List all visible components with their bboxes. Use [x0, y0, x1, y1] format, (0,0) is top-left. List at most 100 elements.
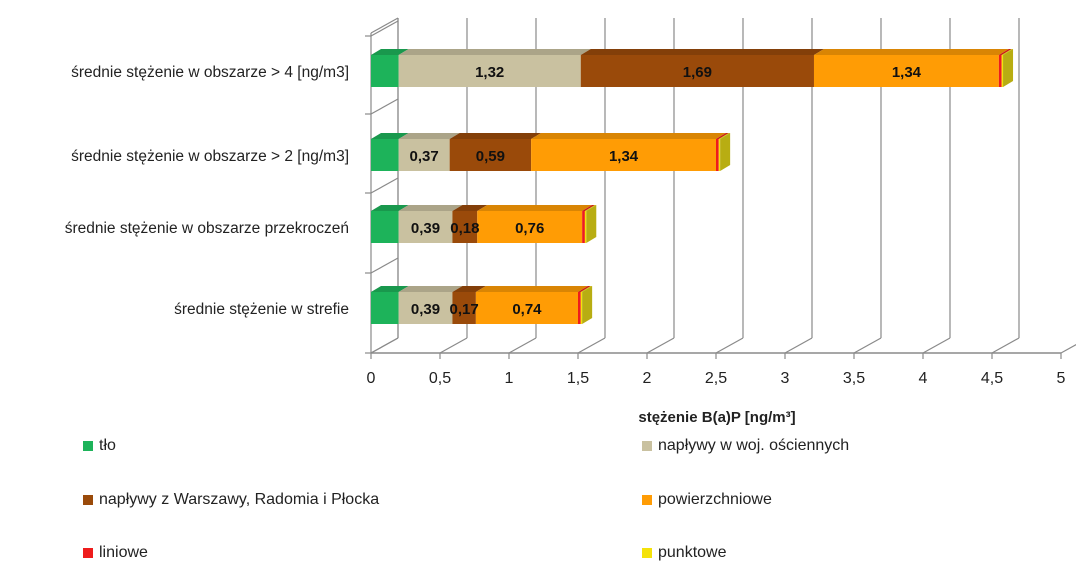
bar-segment-0-2 — [580, 55, 814, 87]
x-tick-label-0: 0 — [367, 370, 376, 387]
data-label-1-3: 1,34 — [609, 148, 639, 165]
bar-end-face-2 — [586, 205, 597, 243]
bar-segment-3-1 — [398, 292, 453, 324]
bar-segment-0-3 — [813, 55, 999, 87]
bar-top-0-5 — [1001, 49, 1014, 55]
bar-top-1-0 — [371, 133, 409, 139]
x-tick-label-9: 4,5 — [981, 370, 1003, 387]
data-label-0-3: 1,34 — [892, 64, 922, 81]
floor-line-2 — [508, 337, 537, 354]
bar-top-0-2 — [580, 49, 824, 55]
bar-segment-1-5 — [718, 139, 721, 171]
side-divider-4 — [370, 337, 399, 354]
bar-top-3-5 — [580, 286, 593, 292]
bar-top-2-1 — [398, 205, 463, 211]
data-label-0-2: 1,69 — [683, 64, 712, 81]
data-label-3-2: 0,17 — [450, 301, 479, 318]
bar-segment-3-4 — [578, 292, 581, 324]
bar-segment-1-2 — [449, 139, 532, 171]
axis-layer: 0 0,5 1 1,5 2 2,5 3 3,5 4 4,5 5 — [365, 35, 1066, 387]
bar-top-3-4 — [578, 286, 591, 292]
x-tick-label-8: 4 — [919, 370, 928, 387]
bar-segment-0-4 — [998, 55, 1002, 87]
bar-segment-3-2 — [452, 292, 476, 324]
bar-top-3-0 — [371, 286, 409, 292]
category-label-0: średnie stężenie w obszarze > 4 [ng/m3] — [71, 64, 349, 81]
x-tick-label-1: 0,5 — [429, 370, 451, 387]
bar-top-0-0 — [371, 49, 409, 55]
floor-line-9 — [991, 337, 1020, 354]
side-divider-1 — [370, 98, 399, 115]
floor-line-5 — [715, 337, 744, 354]
bar-segment-2-4 — [582, 211, 585, 243]
bar-segment-2-0 — [371, 211, 399, 243]
floor-line-10 — [1060, 343, 1076, 354]
x-tick-label-3: 1,5 — [567, 370, 589, 387]
bar-end-face-0 — [1003, 49, 1014, 87]
bar-top-0-1 — [398, 49, 591, 55]
data-label-1-2: 0,59 — [476, 148, 505, 165]
bar-top-2-2 — [452, 205, 488, 211]
x-tick-label-2: 1 — [505, 370, 514, 387]
x-tick-label-7: 3,5 — [843, 370, 865, 387]
bar-top-1-5 — [718, 133, 731, 139]
bars-layer — [371, 49, 1014, 324]
category-label-2: średnie stężenie w obszarze przekroczeń — [65, 220, 349, 237]
side-divider-0 — [370, 20, 399, 37]
bar-top-1-1 — [398, 133, 460, 139]
category-label-1: średnie stężenie w obszarze > 2 [ng/m3] — [71, 148, 349, 165]
side-divider-3 — [370, 257, 399, 274]
bar-top-3-3 — [475, 286, 588, 292]
bar-segment-2-1 — [398, 211, 453, 243]
bar-top-2-3 — [477, 205, 593, 211]
x-tick-label-6: 3 — [781, 370, 790, 387]
floor-line-1 — [439, 337, 468, 354]
bar-segment-3-5 — [580, 292, 583, 324]
data-label-2-1: 0,39 — [411, 220, 440, 237]
side-divider-2 — [370, 177, 399, 194]
bar-segment-0-0 — [371, 55, 399, 87]
data-label-3-1: 0,39 — [411, 301, 440, 318]
bar-top-2-4 — [582, 205, 595, 211]
bar-segment-2-5 — [584, 211, 587, 243]
x-tick-label-5: 2,5 — [705, 370, 727, 387]
data-label-1-1: 0,37 — [410, 148, 439, 165]
bar-segment-0-5 — [1001, 55, 1004, 87]
bar-top-1-2 — [449, 133, 542, 139]
data-label-0-1: 1,32 — [475, 64, 504, 81]
bar-segment-3-0 — [371, 292, 399, 324]
category-label-3: średnie stężenie w strefie — [174, 301, 349, 318]
x-tick-label-4: 2 — [643, 370, 652, 387]
bar-end-face-1 — [720, 133, 731, 171]
bar-top-0-3 — [813, 49, 1009, 55]
x-tick-label-10: 5 — [1057, 370, 1066, 387]
bar-segment-1-1 — [398, 139, 450, 171]
floor-line-4 — [646, 337, 675, 354]
bar-top-1-3 — [531, 133, 726, 139]
bar-top-0-4 — [998, 49, 1012, 55]
bar-end-face-3 — [582, 286, 593, 324]
floor-line-7 — [853, 337, 882, 354]
floor-line-3 — [577, 337, 606, 354]
data-label-3-3: 0,74 — [512, 301, 542, 318]
bar-segment-3-3 — [475, 292, 578, 324]
data-label-2-2: 0,18 — [450, 220, 479, 237]
bar-top-1-4 — [716, 133, 729, 139]
floor-line-6 — [784, 337, 813, 354]
bar-top-3-2 — [452, 286, 486, 292]
data-label-2-3: 0,76 — [515, 220, 544, 237]
bar-segment-2-3 — [477, 211, 583, 243]
bar-segment-0-1 — [398, 55, 581, 87]
bar-segment-1-3 — [531, 139, 716, 171]
side-wall-top — [370, 17, 399, 34]
bar-segment-1-0 — [371, 139, 399, 171]
bar-segment-1-4 — [716, 139, 719, 171]
x-axis-title: stężenie B(a)P [ng/m³] — [638, 409, 795, 426]
labels-layer: średnie stężenie w obszarze > 4 [ng/m3] ś… — [65, 64, 922, 318]
bar-top-3-1 — [398, 286, 463, 292]
bar-segment-2-2 — [452, 211, 478, 243]
bar-top-2-5 — [584, 205, 597, 211]
floor-line-8 — [922, 337, 951, 354]
bar-top-2-0 — [371, 205, 409, 211]
